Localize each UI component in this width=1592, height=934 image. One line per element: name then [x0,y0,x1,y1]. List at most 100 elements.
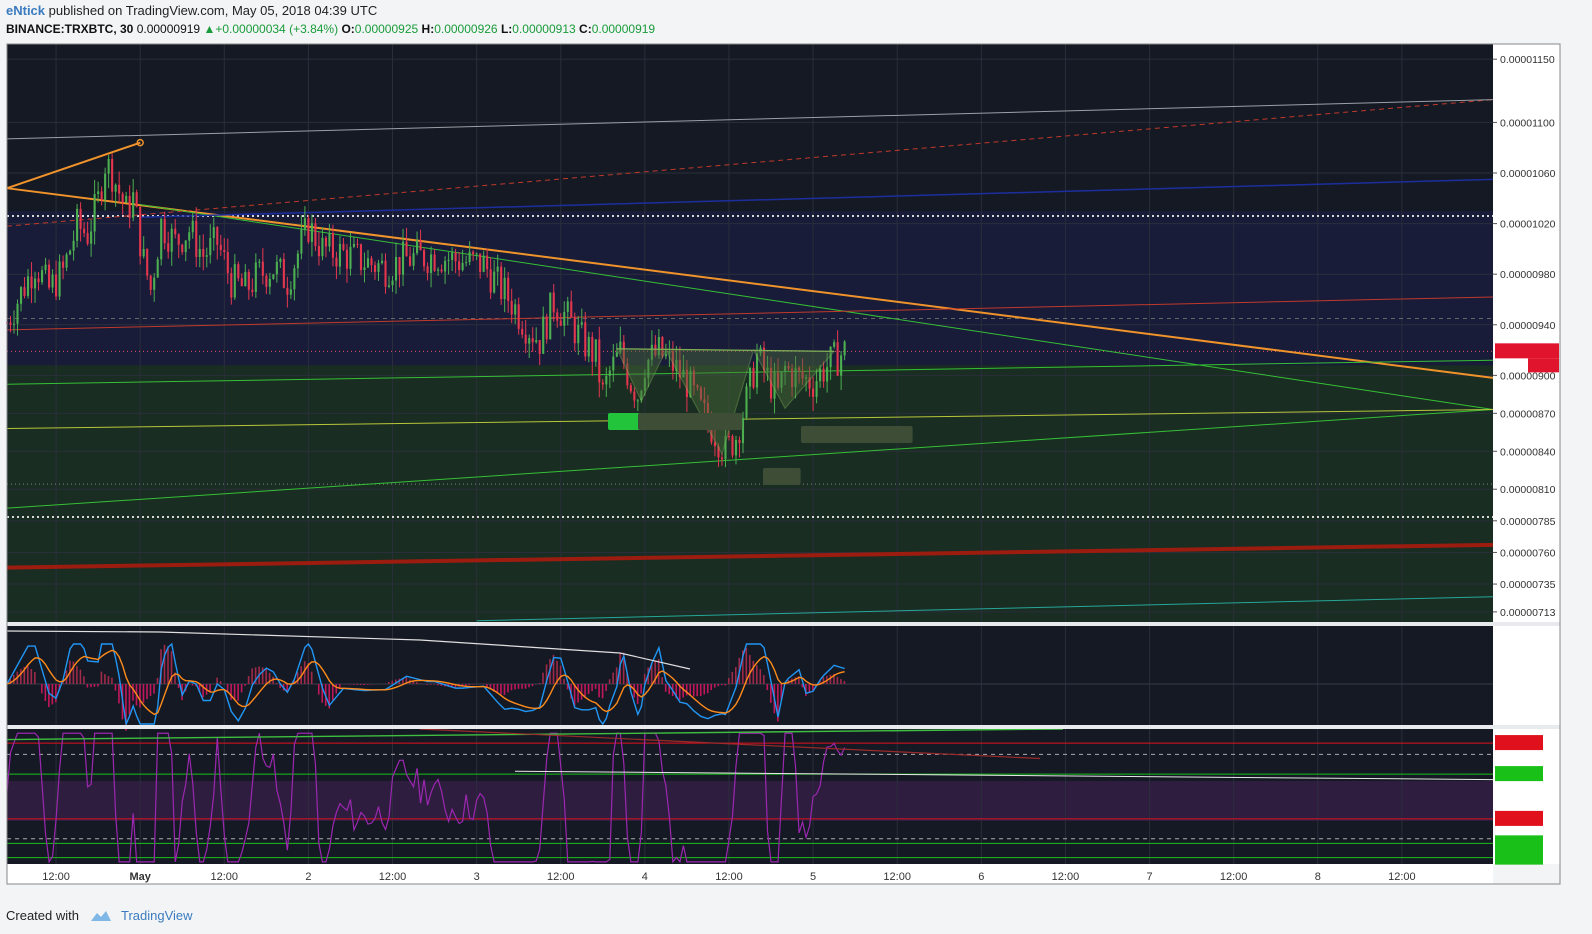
trend-line-orange [6,187,1494,379]
macd-histogram-bar [349,684,352,685]
candle-body [798,367,801,371]
macd-histogram-bar [622,652,625,684]
macd-histogram-bar [570,684,572,699]
time-tick-label: 2 [305,871,311,883]
macd-histogram-bar [699,684,702,696]
candle-body [503,277,506,300]
head-shoulders-pattern [615,348,836,456]
macd-histogram-bar [111,677,113,684]
candle-body [149,275,152,290]
candle-body [146,248,149,276]
candle-body [598,339,601,383]
macd-histogram-bar [79,669,82,684]
candle-body [573,317,576,344]
macd-histogram-bar [104,674,106,684]
candle-body [412,253,415,266]
macd-histogram-bar [563,678,565,684]
macd-histogram-bar [514,684,516,690]
price-tick-label: 0.00000713 [1500,607,1556,619]
candle-body [840,355,843,376]
macd-histogram-bar [118,684,120,704]
candle-body [405,241,408,257]
author-name[interactable]: eNtick [6,3,46,18]
macd-histogram-bar [461,684,464,687]
macd-histogram-bar [233,684,236,701]
candle-body [843,341,846,356]
candle-body [500,266,503,300]
candle-body [675,359,678,371]
candle-body [713,442,717,447]
candle-body [356,243,359,245]
macd-histogram-bar [153,684,155,694]
candle-body [219,244,222,250]
chart-frame [6,43,1561,885]
macd-histogram-bar [437,684,439,686]
macd-histogram-bar [430,684,432,685]
candle-body [640,390,643,401]
candle-body [545,316,548,340]
time-tick-label: 3 [474,871,480,883]
macd-histogram-bar [819,679,821,684]
last-price: 0.00000919 [136,22,201,36]
candle-body [394,256,398,281]
macd-histogram-bar [559,665,562,684]
candle-body [780,372,783,388]
candle-body [114,184,117,192]
candle-body [517,304,520,329]
candle-body [9,322,12,325]
footer: Created with TradingView [6,906,193,926]
candle-body [184,240,187,253]
candle-body [16,303,19,324]
candle-body [132,192,135,218]
candle-body [812,388,815,397]
candle-body [580,322,583,325]
macd-histogram-bar [237,684,239,701]
macd-histogram-bar [486,684,488,687]
macd-histogram-bar [402,678,404,684]
candle-body [720,457,724,460]
macd-histogram-bar [388,682,390,684]
macd-histogram-bar [55,684,57,703]
candle-body [72,240,75,251]
candle-body [261,261,264,276]
price-tick-label: 0.00001060 [1500,168,1556,180]
candle-body [447,259,450,261]
candle-body [486,255,489,270]
candle-body [100,191,103,200]
candle-body [787,366,790,369]
rsi-level-badge [1495,735,1543,751]
macd-histogram-bar [167,646,169,684]
macd-histogram-bar [713,684,716,688]
candle-body [552,292,555,313]
candle-body [272,274,275,279]
candle-body [188,232,191,241]
candle-body [524,334,527,344]
macd-histogram-bar [545,664,548,684]
macd-histogram-bar [275,682,278,684]
candle-body [671,351,674,371]
macd-histogram-bar [149,684,152,697]
macd-histogram-bar [717,684,720,687]
macd-histogram-bar [317,684,320,695]
candle-body [731,436,734,456]
macd-histogram-bar [749,655,751,684]
pane-separator [7,622,1560,626]
macd-histogram-bar [836,676,839,684]
left-shoulder-label-bg [638,413,743,430]
candles-group [5,153,846,468]
candle-body [836,342,839,376]
time-tick-label: 12:00 [42,871,70,883]
candle-body [833,342,836,347]
macd-histogram-bar [451,684,453,688]
macd-histogram-bar [76,666,78,684]
candle-body [416,240,419,254]
candle-body [475,253,478,255]
candle-body [328,233,331,247]
tradingview-brand-link[interactable]: TradingView [120,908,193,923]
macd-histogram-bar [132,684,134,701]
candle-body [794,367,797,388]
macd-histogram-bar [454,684,457,688]
candle-body [163,218,166,244]
macd-histogram-bar [419,683,422,684]
